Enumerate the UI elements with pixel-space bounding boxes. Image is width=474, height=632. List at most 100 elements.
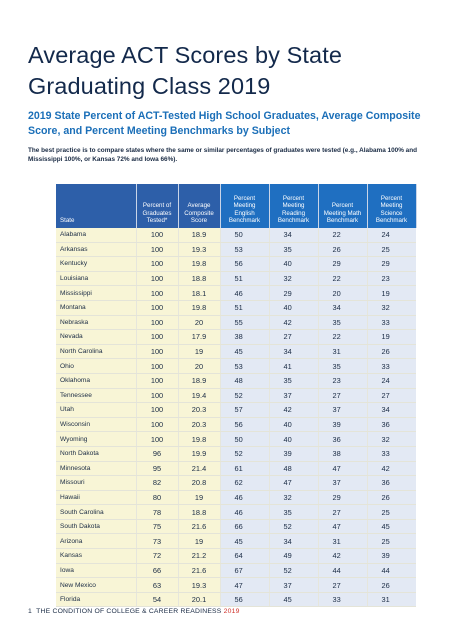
table-row: North Carolina 100 19 45 34 31 26: [56, 344, 416, 360]
table-row: North Dakota 96 19.9 52 39 38 33: [56, 446, 416, 462]
state-cell: South Carolina: [56, 504, 137, 520]
percent-tested-cell: 100: [136, 373, 179, 389]
math-benchmark-cell: 47: [318, 461, 368, 477]
composite-score-cell: 20: [178, 315, 221, 331]
percent-tested-cell: 100: [136, 242, 179, 258]
reading-benchmark-cell: 49: [269, 548, 319, 564]
state-cell: Minnesota: [56, 461, 137, 477]
percent-tested-cell: 73: [136, 533, 179, 550]
science-benchmark-cell: 29: [367, 256, 416, 272]
percent-tested-cell: 100: [136, 388, 179, 404]
state-cell: North Carolina: [56, 344, 137, 360]
table-row: Wyoming 100 19.8 50 40 36 32: [56, 431, 416, 447]
percent-tested-cell: 100: [136, 344, 179, 360]
science-benchmark-cell: 25: [367, 533, 416, 550]
percent-tested-cell: 100: [136, 329, 179, 345]
reading-benchmark-cell: 40: [269, 417, 319, 433]
table-row: Missouri 82 20.8 62 47 37 36: [56, 475, 416, 491]
english-benchmark-cell: 64: [220, 548, 270, 564]
math-benchmark-cell: 29: [318, 490, 368, 506]
state-cell: New Mexico: [56, 577, 137, 593]
science-benchmark-cell: 27: [367, 388, 416, 404]
composite-score-cell: 18.1: [178, 285, 221, 301]
percent-tested-cell: 72: [136, 548, 179, 564]
science-benchmark-cell: 26: [367, 577, 416, 593]
reading-benchmark-cell: 29: [269, 285, 319, 301]
percent-tested-cell: 66: [136, 563, 179, 579]
percent-tested-cell: 100: [136, 300, 179, 316]
percent-tested-cell: 100: [136, 315, 179, 331]
table-body: Alabama 100 18.9 50 34 22 24 Arkansas 100 19.3 53 3…: [56, 228, 416, 608]
english-benchmark-cell: 51: [220, 271, 270, 287]
english-benchmark-cell: 45: [220, 533, 270, 550]
reading-benchmark-cell: 52: [269, 563, 319, 579]
math-benchmark-cell: 42: [318, 548, 368, 564]
english-benchmark-cell: 46: [220, 504, 270, 520]
composite-score-cell: 19.3: [178, 242, 221, 258]
english-benchmark-cell: 47: [220, 577, 270, 593]
percent-tested-cell: 100: [136, 256, 179, 272]
state-cell: Tennessee: [56, 388, 137, 404]
math-benchmark-cell: 38: [318, 446, 368, 462]
english-benchmark-cell: 67: [220, 563, 270, 579]
percent-tested-cell: 75: [136, 519, 179, 535]
table-row: Utah 100 20.3 57 42 37 34: [56, 402, 416, 418]
table-row: Arizona 73 19 45 34 31 25: [56, 533, 416, 550]
english-benchmark-cell: 53: [220, 242, 270, 258]
reading-benchmark-cell: 52: [269, 519, 319, 535]
science-benchmark-cell: 33: [367, 315, 416, 331]
state-cell: Mississippi: [56, 285, 137, 301]
reading-benchmark-cell: 34: [269, 228, 319, 243]
math-benchmark-cell: 37: [318, 402, 368, 418]
math-benchmark-cell: 27: [318, 577, 368, 593]
state-cell: Missouri: [56, 475, 137, 491]
reading-benchmark-cell: 35: [269, 242, 319, 258]
reading-benchmark-cell: 47: [269, 475, 319, 491]
english-benchmark-cell: 38: [220, 329, 270, 345]
english-benchmark-cell: 56: [220, 417, 270, 433]
science-benchmark-cell: 44: [367, 563, 416, 579]
english-benchmark-cell: 50: [220, 228, 270, 243]
composite-score-cell: 19.8: [178, 256, 221, 272]
header-math-benchmark: Percent Meeting Math Benchmark: [318, 184, 368, 228]
state-cell: Oklahoma: [56, 373, 137, 389]
state-cell: Nevada: [56, 329, 137, 345]
composite-score-cell: 20.8: [178, 475, 221, 491]
state-cell: Arkansas: [56, 242, 137, 258]
science-benchmark-cell: 33: [367, 358, 416, 374]
percent-tested-cell: 54: [136, 592, 179, 608]
table-row: Louisiana 100 18.8 51 32 22 23: [56, 271, 416, 287]
english-benchmark-cell: 46: [220, 490, 270, 506]
composite-score-cell: 18.8: [178, 271, 221, 287]
english-benchmark-cell: 62: [220, 475, 270, 491]
state-cell: Wyoming: [56, 431, 137, 447]
footer-text: THE CONDITION OF COLLEGE & CAREER READIN…: [36, 608, 222, 615]
percent-tested-cell: 95: [136, 461, 179, 477]
state-cell: Utah: [56, 402, 137, 418]
composite-score-cell: 21.2: [178, 548, 221, 564]
composite-score-cell: 17.9: [178, 329, 221, 345]
composite-score-cell: 19.4: [178, 388, 221, 404]
percent-tested-cell: 63: [136, 577, 179, 593]
composite-score-cell: 19.9: [178, 446, 221, 462]
composite-score-cell: 18.9: [178, 373, 221, 389]
state-cell: Arizona: [56, 533, 137, 550]
english-benchmark-cell: 53: [220, 358, 270, 374]
math-benchmark-cell: 33: [318, 592, 368, 608]
english-benchmark-cell: 57: [220, 402, 270, 418]
table-row: Kansas 72 21.2 64 49 42 39: [56, 548, 416, 564]
state-cell: North Dakota: [56, 446, 137, 462]
table-row: Montana 100 19.8 51 40 34 32: [56, 300, 416, 316]
act-scores-table: State Percent of Graduates Tested* Avera…: [56, 184, 417, 608]
english-benchmark-cell: 50: [220, 431, 270, 447]
science-benchmark-cell: 32: [367, 431, 416, 447]
reading-benchmark-cell: 35: [269, 373, 319, 389]
reading-benchmark-cell: 35: [269, 504, 319, 520]
science-benchmark-cell: 39: [367, 548, 416, 564]
reading-benchmark-cell: 27: [269, 329, 319, 345]
science-benchmark-cell: 19: [367, 285, 416, 301]
state-cell: Alabama: [56, 228, 137, 243]
percent-tested-cell: 100: [136, 402, 179, 418]
math-benchmark-cell: 26: [318, 242, 368, 258]
state-cell: Iowa: [56, 563, 137, 579]
